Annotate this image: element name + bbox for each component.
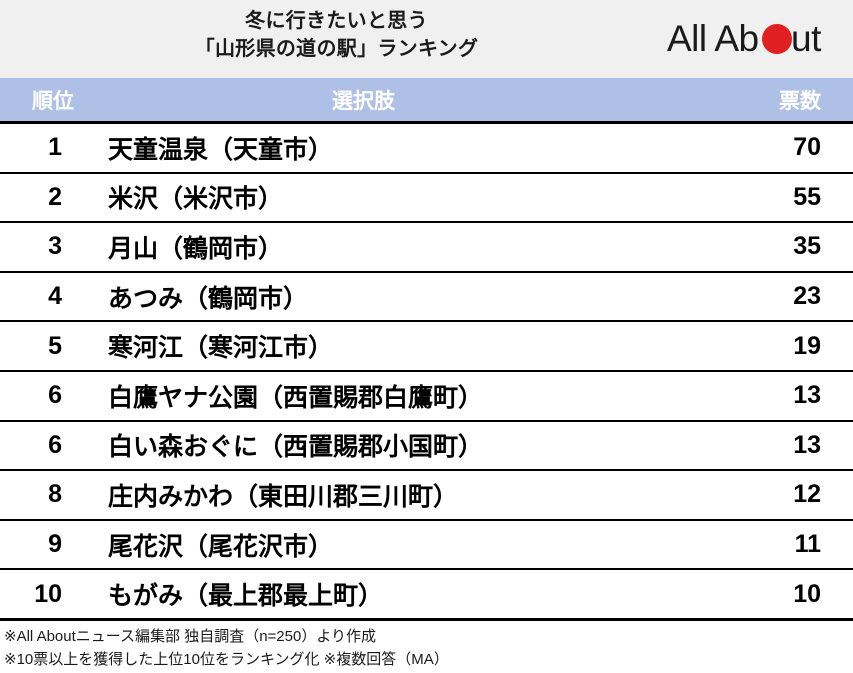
cell-votes: 35: [793, 232, 821, 261]
table-row: 5 寒河江（寒河江市） 19: [0, 322, 853, 372]
page-title-line-2: 「山形県の道の駅」ランキング: [194, 38, 479, 61]
page-title-line-1: 冬に行きたいと思う: [245, 10, 428, 32]
table-row: 6 白い森おぐに（西置賜郡小国町） 13: [0, 421, 853, 472]
cell-choice: 月山（鶴岡市）: [108, 234, 284, 263]
table-row: 10 もがみ（最上郡最上町） 10: [0, 570, 853, 621]
cell-choice: 白鷹ヤナ公園（西置賜郡白鷹町）: [108, 383, 484, 412]
column-header-votes: 票数: [779, 89, 821, 113]
table-row: 3 月山（鶴岡市） 35: [0, 223, 853, 273]
cell-choice: 庄内みかわ（東田川郡三川町）: [108, 482, 459, 511]
cell-votes: 55: [793, 182, 821, 211]
column-header-choice: 選択肢: [332, 89, 395, 113]
table-row: 8 庄内みかわ（東田川郡三川町） 12: [0, 471, 853, 521]
cell-rank: 9: [48, 530, 62, 559]
cell-choice: 白い森おぐに（西置賜郡小国町）: [108, 433, 484, 462]
cell-choice: あつみ（鶴岡市）: [108, 284, 309, 313]
cell-choice: 米沢（米沢市）: [108, 185, 284, 214]
cell-votes: 19: [793, 331, 821, 360]
cell-rank: 10: [34, 579, 62, 608]
table-row: 1 天童温泉（天童市） 70: [0, 124, 853, 174]
cell-votes: 13: [793, 430, 821, 459]
cell-votes: 23: [793, 282, 821, 311]
cell-votes: 70: [793, 133, 821, 162]
cell-rank: 5: [48, 331, 62, 360]
cell-choice: 寒河江（寒河江市）: [108, 334, 334, 363]
cell-choice: もがみ（最上郡最上町）: [108, 582, 384, 611]
cell-choice: 尾花沢（尾花沢市）: [108, 532, 334, 561]
table-row: 2 米沢（米沢市） 55: [0, 173, 853, 224]
svg-text:ut: ut: [791, 18, 822, 59]
cell-votes: 12: [793, 480, 821, 509]
cell-rank: 1: [48, 133, 62, 162]
cell-votes: 10: [793, 579, 821, 608]
cell-votes: 13: [793, 381, 821, 410]
table-row: 9 尾花沢（尾花沢市） 11: [0, 520, 853, 571]
footnotes: ※All Aboutニュース編集部 独自調査（n=250）より作成 ※10票以上…: [0, 621, 853, 673]
table-header-row: 順位 選択肢 票数: [0, 78, 853, 124]
cell-rank: 6: [48, 430, 62, 459]
all-about-logo: All Ab ut: [667, 18, 835, 62]
footnote-source: ※All Aboutニュース編集部 独自調査（n=250）より作成: [4, 628, 377, 645]
cell-rank: 4: [48, 282, 62, 311]
cell-rank: 2: [48, 182, 62, 211]
cell-rank: 6: [48, 381, 62, 410]
table-body: 1 天童温泉（天童市） 70 2 米沢（米沢市） 55 3 月山（鶴岡市） 35…: [0, 124, 853, 621]
title-band: 冬に行きたいと思う 「山形県の道の駅」ランキング All Ab ut: [0, 0, 853, 78]
svg-text:All Ab: All Ab: [667, 18, 759, 59]
all-about-logo-icon: All Ab ut: [667, 18, 823, 59]
table-row: 4 あつみ（鶴岡市） 23: [0, 272, 853, 323]
column-header-rank: 順位: [32, 89, 74, 113]
cell-rank: 8: [48, 480, 62, 509]
page-title: 冬に行きたいと思う 「山形県の道の駅」ランキング: [0, 7, 853, 64]
table-row: 6 白鷹ヤナ公園（西置賜郡白鷹町） 13: [0, 371, 853, 422]
cell-rank: 3: [48, 232, 62, 261]
cell-votes: 11: [794, 530, 821, 559]
cell-choice: 天童温泉（天童市）: [108, 135, 334, 164]
footnote-method: ※10票以上を獲得した上位10位をランキング化 ※複数回答（MA）: [4, 650, 449, 668]
